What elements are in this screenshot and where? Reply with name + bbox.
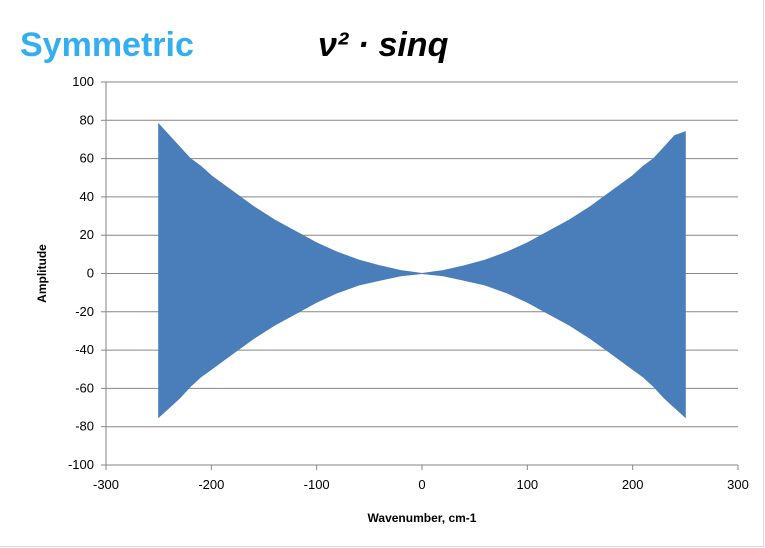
chart-heading-label: Symmetric [20, 26, 194, 64]
y-tick-label: 40 [80, 189, 94, 204]
chart-heading-formula: ν² · sinq [318, 26, 449, 64]
x-tick-label: 300 [727, 477, 749, 492]
series-layer [158, 122, 686, 419]
y-tick-label: -60 [75, 380, 94, 395]
series-envelope [158, 122, 686, 419]
x-tick-label: -300 [93, 477, 119, 492]
x-tick-label: 0 [418, 477, 425, 492]
y-axis-label: Amplitude [35, 244, 49, 303]
y-tick-label: -100 [68, 457, 94, 472]
x-tick-labels: -300 -200 -100 0 100 200 300 [93, 477, 749, 492]
y-tick-labels: 100 80 60 40 20 0 -20 -40 -60 -80 -100 [68, 74, 94, 472]
y-tick-label: -20 [75, 304, 94, 319]
x-tick-label: -100 [304, 477, 330, 492]
x-tick-label: 100 [516, 477, 538, 492]
x-tick-label: 200 [622, 477, 644, 492]
y-tick-label: -40 [75, 342, 94, 357]
y-tick-label: 0 [87, 266, 94, 281]
x-tick-label: -200 [198, 477, 224, 492]
y-tick-label: 20 [80, 227, 94, 242]
y-tick-label: 80 [80, 112, 94, 127]
y-tick-label: 100 [72, 74, 94, 89]
y-tick-label: -80 [75, 419, 94, 434]
axes [105, 82, 739, 470]
y-tick-label: 60 [80, 151, 94, 166]
x-axis-label: Wavenumber, cm-1 [368, 511, 477, 525]
